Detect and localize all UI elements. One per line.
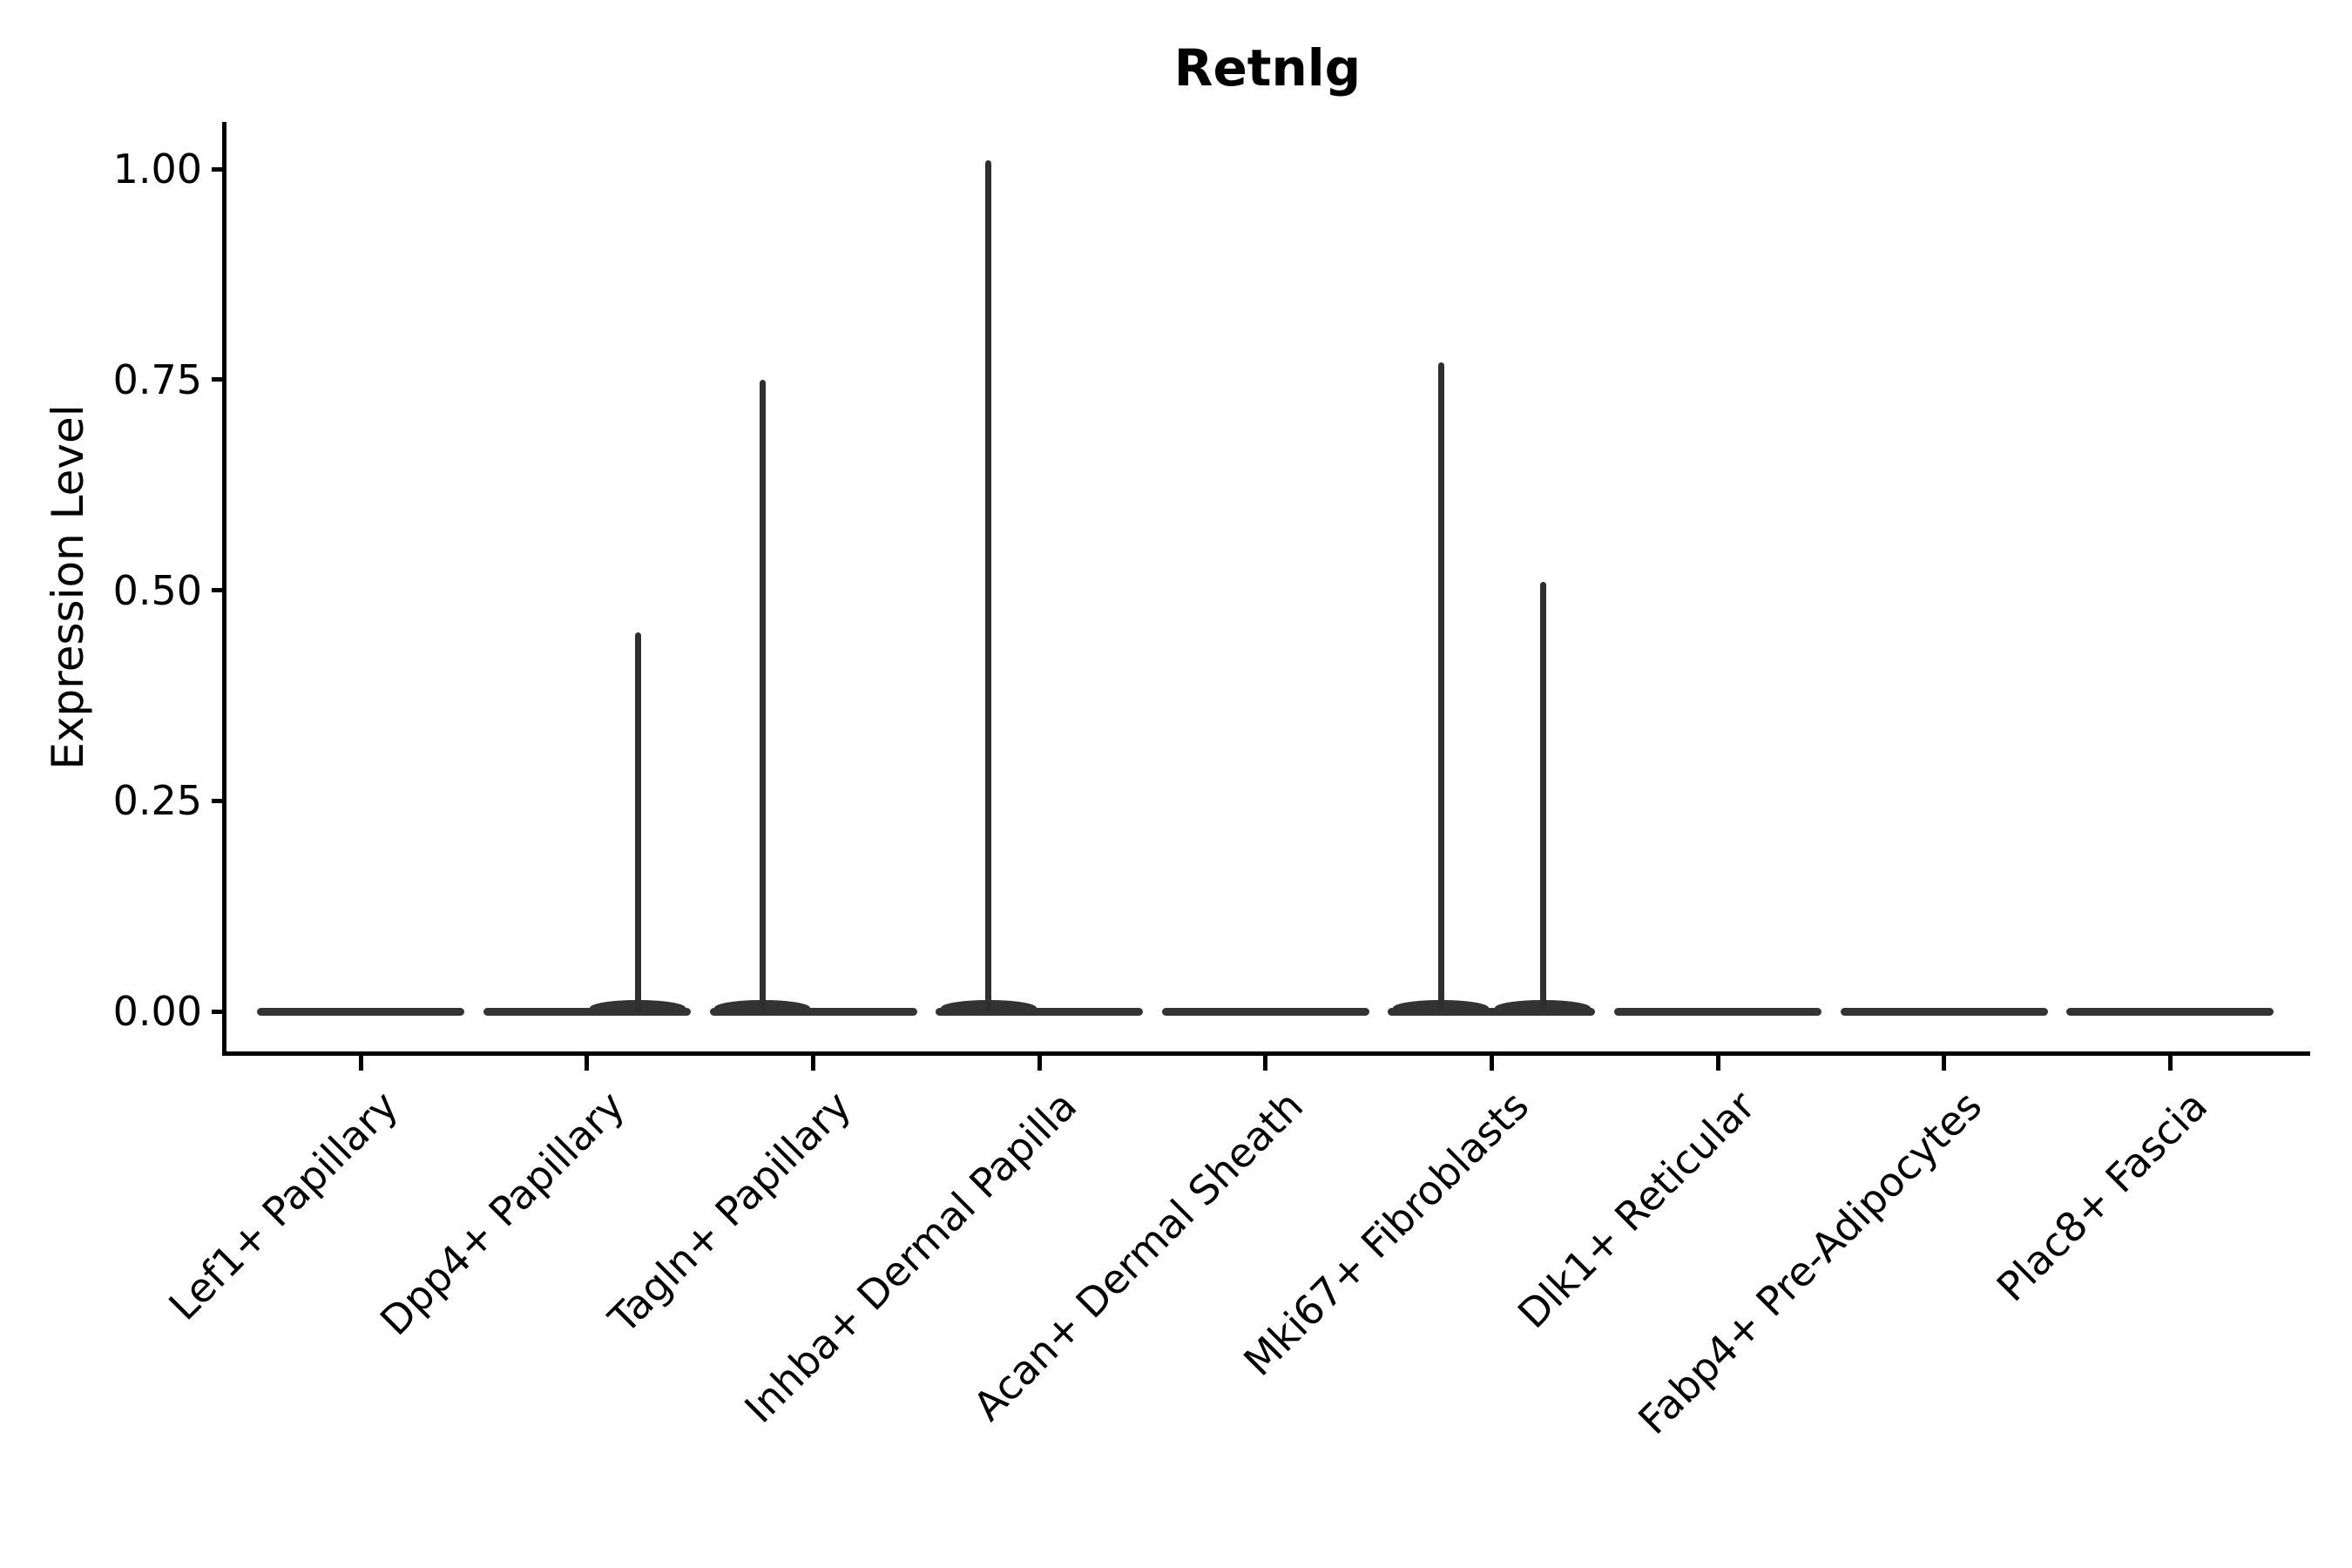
x-tick-mark (1263, 1056, 1268, 1071)
violin-spike (985, 160, 992, 1011)
x-tick-mark (1715, 1056, 1720, 1071)
chart-title: Retnlg (1173, 38, 1362, 98)
violin-baseline (936, 1007, 1144, 1016)
violin-baseline (257, 1007, 465, 1016)
y-tick-mark (212, 588, 226, 592)
y-tick-label: 1.00 (112, 145, 202, 193)
x-tick-mark (585, 1056, 590, 1071)
violin-baseline (1614, 1007, 1822, 1016)
x-tick-mark (358, 1056, 363, 1071)
x-tick-mark (1037, 1056, 1042, 1071)
y-tick-label: 0.25 (112, 777, 202, 825)
violin-baseline (1161, 1007, 1369, 1016)
y-tick-mark (212, 377, 226, 382)
y-axis-label: Expression Level (43, 404, 93, 770)
y-tick-label: 0.50 (112, 566, 202, 614)
violin-spike (759, 379, 766, 1011)
violin-baseline (1388, 1007, 1596, 1016)
violin-baseline (1840, 1007, 2048, 1016)
violin-baseline (709, 1007, 917, 1016)
y-tick-mark (212, 798, 226, 803)
x-axis-spine (222, 1051, 2310, 1056)
y-tick-label: 0.75 (112, 355, 202, 403)
x-tick-mark (1489, 1056, 1494, 1071)
x-tick-mark (811, 1056, 815, 1071)
violin-spike (634, 632, 641, 1011)
violin-baseline (483, 1007, 691, 1016)
y-tick-mark (212, 166, 226, 172)
violin-baseline (2066, 1007, 2274, 1016)
violin-spike (1437, 362, 1444, 1011)
violin-spike (1539, 581, 1546, 1011)
x-tick-mark (2167, 1056, 2173, 1071)
y-tick-mark (212, 1009, 226, 1014)
x-tick-mark (1942, 1056, 1947, 1071)
y-tick-label: 0.00 (112, 988, 202, 1035)
